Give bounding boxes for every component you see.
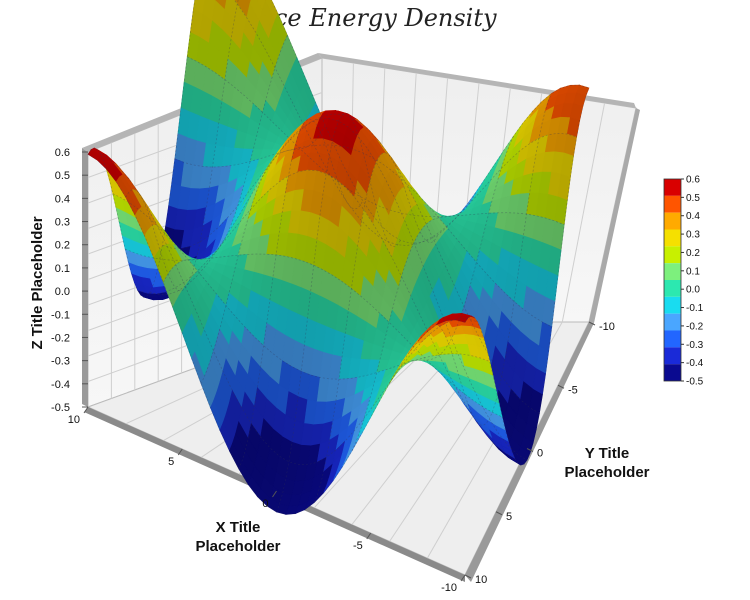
colorbar-swatch (664, 212, 681, 230)
mesh-line (464, 87, 590, 466)
x-tick-mark (177, 448, 183, 456)
x-tick-label: -10 (441, 582, 457, 594)
x-tick-label: 5 (168, 456, 174, 468)
colorbar-legend: 0.6 0.5 0.4 0.3 0.2 0.1 0.0 -0.1 -0.2 -0.3 -0.4 -0.… (663, 175, 704, 388)
mesh-line (389, 135, 514, 384)
x-axis: 10 5 0 -5 -10 (68, 406, 466, 594)
colorbar-swatch (664, 179, 681, 196)
y-tick-label: 5 (506, 511, 512, 523)
surface-plot (87, 0, 590, 515)
colorbar-swatch (664, 364, 681, 381)
mesh-line (427, 93, 552, 426)
colorbar-label: 0.6 (686, 175, 700, 186)
colorbar-label: -0.5 (686, 377, 704, 388)
colorbar-label: -0.4 (686, 358, 704, 369)
z-tick-label: 0.4 (55, 193, 70, 205)
colorbar-label: 0.5 (686, 193, 700, 204)
colorbar-swatch (664, 313, 681, 331)
mesh-line (233, 0, 577, 246)
wall-rim-right (589, 108, 640, 323)
z-tick-label: 0.3 (55, 217, 70, 229)
y-axis-title-line1: Y Title (585, 445, 629, 462)
z-tick-label: -0.3 (51, 356, 70, 368)
x-tick-label: -5 (353, 540, 363, 552)
colorbar-swatch (664, 347, 681, 365)
wall-rim-left (82, 148, 88, 407)
mesh-line (125, 0, 239, 292)
mesh-line (200, 124, 326, 384)
colorbar-swatch (664, 263, 681, 280)
colorbar-swatch (664, 280, 681, 297)
x-axis-title-line2: Placeholder (195, 538, 280, 555)
mesh-line (87, 154, 466, 515)
z-tick-label: 0.0 (55, 286, 70, 298)
mesh-line (100, 153, 478, 466)
y-tick-mark (557, 384, 565, 389)
z-axis: 0.6 0.5 0.4 0.3 0.2 0.1 0.0 -0.1 -0.2 -0.3 -0.4 -0.… (51, 147, 88, 414)
z-tick-label: -0.2 (51, 332, 70, 344)
mesh-line (162, 113, 540, 414)
x-tick-mark (272, 490, 277, 498)
colorbar-label: 0.3 (686, 230, 700, 241)
y-tick-label: -10 (599, 321, 615, 333)
x-tick-label: 10 (68, 414, 80, 426)
mesh-line (187, 56, 565, 226)
colorbar-swatch (664, 296, 681, 314)
y-axis-title-line2: Placeholder (564, 464, 649, 481)
z-tick-label: 0.5 (55, 170, 70, 182)
y-tick-label: 10 (475, 574, 487, 586)
z-tick-label: 0.6 (55, 147, 70, 159)
gridline (561, 102, 606, 323)
mesh-line (271, 0, 590, 244)
x-axis-title-line1: X Title (216, 519, 261, 536)
colorbar-label: 0.1 (686, 266, 700, 277)
mesh-line (276, 112, 401, 513)
colorbar-swatch (664, 195, 681, 213)
x-tick-mark (366, 532, 372, 540)
colorbar-label: 0.2 (686, 248, 700, 259)
colorbar-swatch (664, 246, 681, 264)
z-tick-label: 0.1 (55, 263, 70, 275)
y-tick-mark (588, 321, 596, 326)
mesh-line (87, 0, 196, 298)
mesh-line (163, 35, 288, 283)
mesh-line (238, 118, 364, 470)
colorbar-label: 0.0 (686, 285, 700, 296)
z-tick-label: -0.4 (51, 379, 70, 391)
z-tick-label: -0.1 (51, 309, 70, 321)
y-axis: -10 -5 0 5 10 (464, 321, 615, 586)
y-tick-mark (495, 511, 503, 516)
z-tick-label: 0.2 (55, 240, 70, 252)
x-tick-mark (460, 574, 466, 582)
y-tick-mark (526, 448, 534, 452)
colorbar-label: -0.2 (686, 321, 704, 332)
y-tick-label: 0 (537, 448, 543, 460)
mesh-line (351, 192, 477, 452)
mesh-line (125, 248, 503, 418)
colorbar-frame (663, 178, 682, 382)
mesh-line (174, 144, 552, 328)
z-tick-label: -0.5 (51, 402, 70, 414)
y-tick-label: -5 (568, 384, 578, 396)
colorbar-swatch (664, 330, 681, 348)
z-axis-title: Z Title Placeholder (29, 216, 46, 349)
x-tick-mark (83, 406, 89, 414)
surface-patch (455, 314, 469, 323)
y-tick-mark (464, 574, 472, 579)
mesh-line (112, 193, 490, 380)
colorbar-label: -0.1 (686, 303, 704, 314)
mesh-line (313, 152, 439, 503)
colorbar-label: 0.4 (686, 211, 700, 222)
x-tick-label: 0 (262, 498, 268, 510)
colorbar-label: -0.3 (686, 340, 704, 351)
colorbar-swatch (664, 229, 681, 247)
